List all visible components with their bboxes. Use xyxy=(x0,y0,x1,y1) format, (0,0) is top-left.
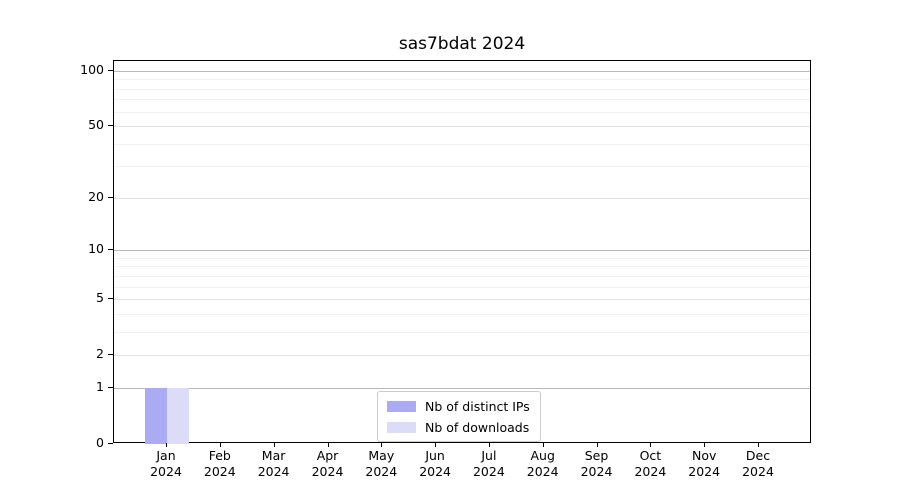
legend: Nb of distinct IPs Nb of downloads xyxy=(377,391,541,442)
xtick-year: 2024 xyxy=(257,464,290,479)
ytick-mark-1 xyxy=(108,386,113,388)
ytick-label-2: 2 xyxy=(96,346,104,362)
ytick-mark-5 xyxy=(108,298,113,300)
xtick-year: 2024 xyxy=(526,464,559,479)
xtick-label-jul: Jul 2024 xyxy=(449,448,529,480)
xtick-label-jan: Jan 2024 xyxy=(126,448,206,480)
xtick-year: 2024 xyxy=(742,464,774,479)
xtick-year: 2024 xyxy=(419,464,451,479)
xtick-year: 2024 xyxy=(580,464,613,479)
bar-distinct-ips-jan xyxy=(145,387,167,444)
xtick-year: 2024 xyxy=(203,464,236,479)
xtick-label-oct: Oct 2024 xyxy=(610,448,690,480)
xtick-mark-mar xyxy=(273,443,275,447)
xtick-mark-apr xyxy=(327,443,329,447)
xtick-month: Apr xyxy=(316,448,339,463)
minor-gridline-y-7 xyxy=(114,275,810,277)
xtick-mark-sep xyxy=(596,443,598,447)
xtick-mark-oct xyxy=(650,443,652,447)
minor-gridline-y-30 xyxy=(114,166,810,168)
xtick-label-apr: Apr 2024 xyxy=(288,448,368,480)
minor-gridline-y-80 xyxy=(114,88,810,90)
xtick-month: May xyxy=(368,448,395,463)
xtick-year: 2024 xyxy=(472,464,505,479)
legend-item-downloads: Nb of downloads xyxy=(387,418,530,436)
xtick-month: Jun xyxy=(425,448,445,463)
xtick-month: Nov xyxy=(691,448,717,463)
minor-gridline-y-8 xyxy=(114,266,810,268)
xtick-mark-may xyxy=(381,443,383,447)
gridline-y-20 xyxy=(114,197,810,199)
gridline-y-10 xyxy=(114,250,810,252)
xtick-label-may: May 2024 xyxy=(341,448,421,480)
gridline-y-50 xyxy=(114,126,810,127)
xtick-mark-nov xyxy=(704,443,706,447)
xtick-label-dec: Dec 2024 xyxy=(718,448,798,480)
legend-item-distinct-ips: Nb of distinct IPs xyxy=(387,397,530,415)
minor-gridline-y-90 xyxy=(114,79,810,81)
xtick-label-aug: Aug 2024 xyxy=(503,448,583,480)
xtick-mark-jul xyxy=(488,443,490,447)
xtick-mark-feb xyxy=(219,443,221,447)
xtick-label-nov: Nov 2024 xyxy=(664,448,744,480)
minor-gridline-y-70 xyxy=(114,99,810,101)
ytick-label-0: 0 xyxy=(96,435,104,450)
xtick-month: Sep xyxy=(584,448,609,463)
xtick-mark-jan xyxy=(166,443,167,447)
gridline-y-5 xyxy=(114,299,810,301)
minor-gridline-y-40 xyxy=(114,143,810,145)
ytick-mark-0 xyxy=(108,443,113,444)
minor-gridline-y-9 xyxy=(114,257,810,259)
xtick-month: Jan xyxy=(156,448,176,463)
xtick-label-feb: Feb 2024 xyxy=(180,448,260,480)
ytick-mark-20 xyxy=(108,196,113,198)
ytick-label-50: 50 xyxy=(88,117,104,132)
ytick-mark-10 xyxy=(108,249,113,251)
gridline-y-100 xyxy=(114,70,810,72)
ytick-label-100: 100 xyxy=(80,61,104,77)
legend-label-downloads: Nb of downloads xyxy=(425,419,530,435)
xtick-mark-jun xyxy=(435,443,437,447)
xtick-year: 2024 xyxy=(311,464,344,479)
legend-swatch-downloads xyxy=(387,421,416,433)
minor-gridline-y-6 xyxy=(114,286,810,288)
ytick-label-20: 20 xyxy=(88,188,104,204)
xtick-label-jun: Jun 2024 xyxy=(395,448,475,480)
xtick-year: 2024 xyxy=(634,464,667,479)
xtick-month: Mar xyxy=(261,448,286,463)
xtick-month: Aug xyxy=(530,448,555,463)
xtick-mark-dec xyxy=(758,443,759,447)
ytick-label-1: 1 xyxy=(96,378,104,394)
gridline-y-2 xyxy=(114,355,810,357)
ytick-mark-2 xyxy=(108,354,113,356)
legend-swatch-distinct-ips xyxy=(387,400,416,412)
minor-gridline-y-4 xyxy=(114,313,810,315)
ytick-mark-50 xyxy=(108,125,113,126)
plot-area xyxy=(113,60,811,444)
xtick-label-sep: Sep 2024 xyxy=(557,448,637,480)
gridline-y-1 xyxy=(114,387,810,389)
ytick-mark-100 xyxy=(108,69,113,71)
xtick-year: 2024 xyxy=(150,464,182,479)
xtick-month: Jul xyxy=(481,448,497,463)
minor-gridline-y-3 xyxy=(114,331,810,333)
xtick-month: Feb xyxy=(208,448,231,463)
bar-downloads-jan xyxy=(167,387,189,444)
xtick-month: Dec xyxy=(745,448,771,463)
xtick-label-mar: Mar 2024 xyxy=(234,448,314,480)
legend-label-distinct-ips: Nb of distinct IPs xyxy=(425,398,530,414)
xtick-month: Oct xyxy=(639,448,662,463)
ytick-label-10: 10 xyxy=(88,241,104,257)
chart-title: sas7bdat 2024 xyxy=(398,34,526,54)
xtick-mark-aug xyxy=(542,443,544,447)
xtick-year: 2024 xyxy=(365,464,398,479)
ytick-label-5: 5 xyxy=(96,290,104,306)
xtick-year: 2024 xyxy=(688,464,721,479)
minor-gridline-y-60 xyxy=(114,111,810,113)
